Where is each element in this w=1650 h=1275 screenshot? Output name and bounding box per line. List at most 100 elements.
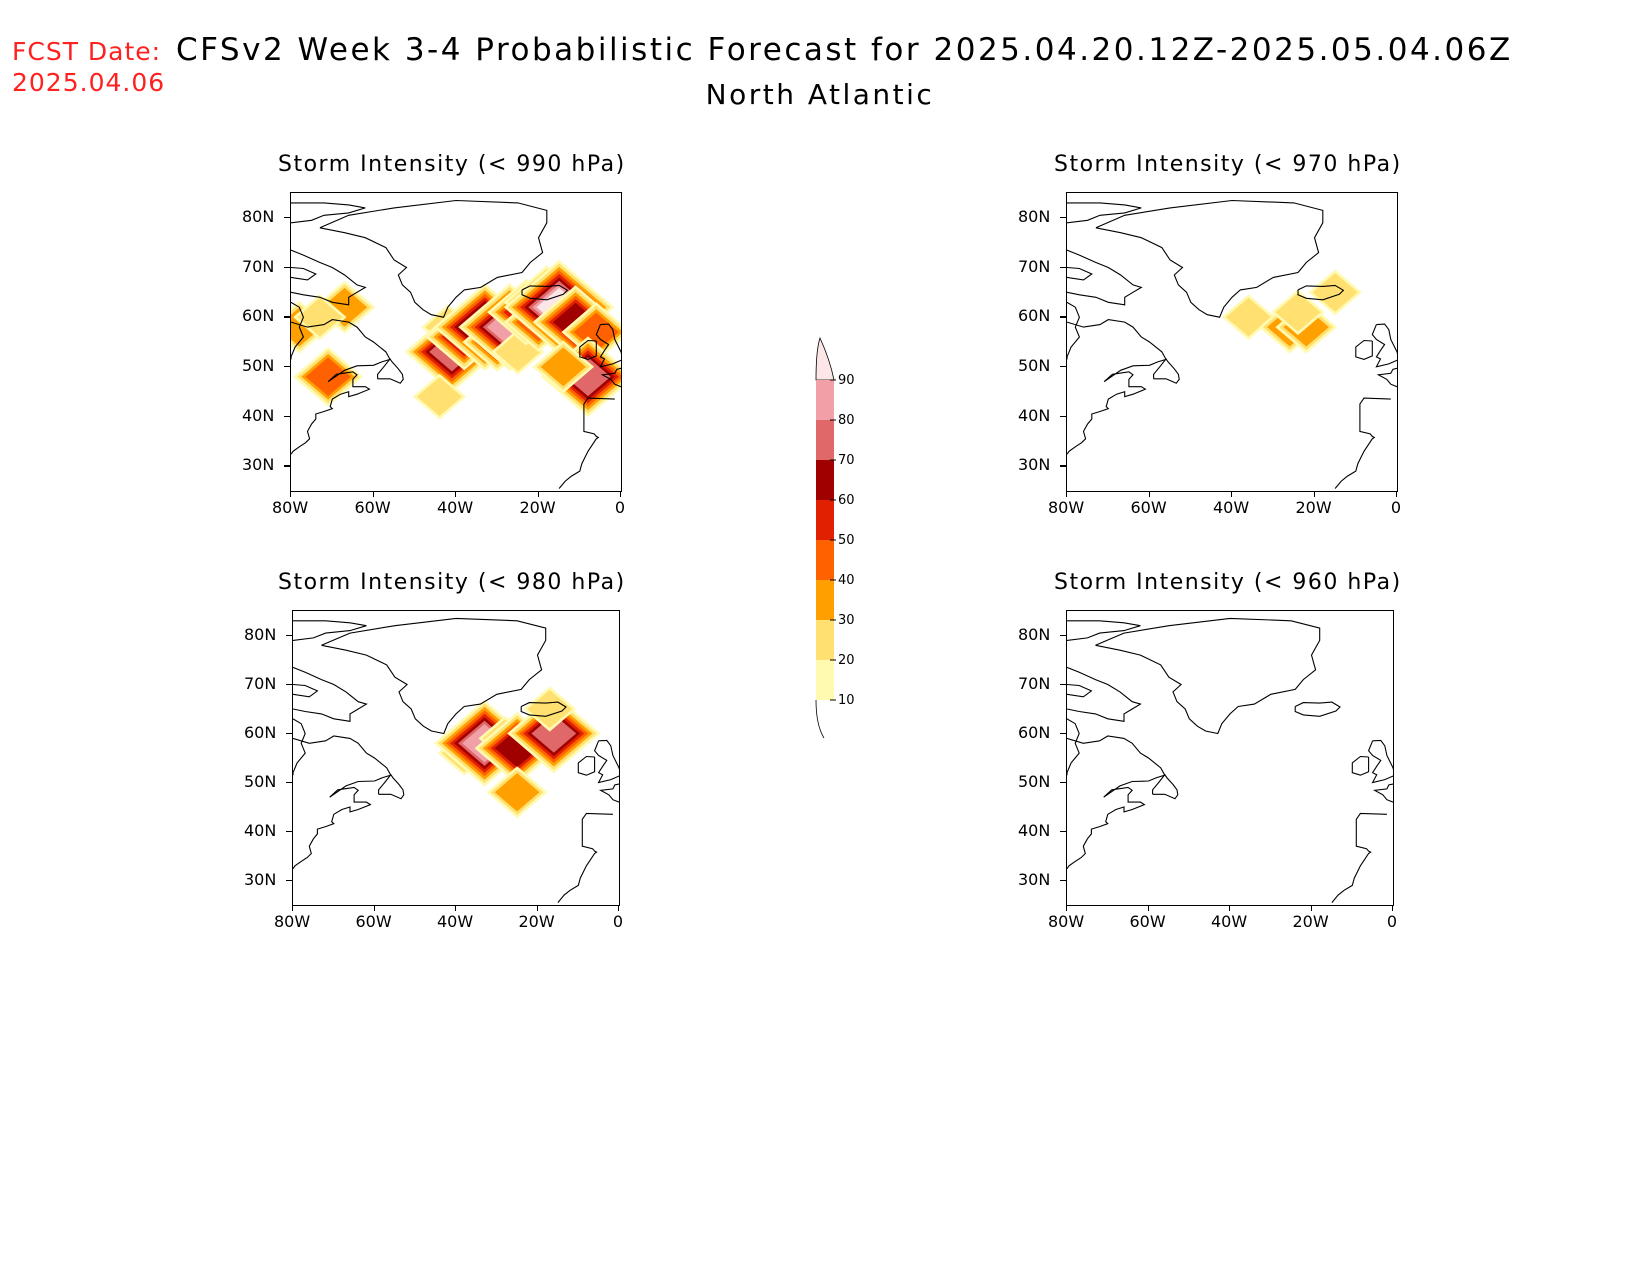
lon-label-p960-2: 40W <box>1211 912 1248 931</box>
lon-tick-p970-1 <box>1148 491 1150 497</box>
colorbar: 90 80 70 60 50 40 30 20 10 <box>800 330 880 750</box>
lat-tick-p970-0 <box>1060 216 1066 219</box>
coastline-newfoundland <box>378 773 405 800</box>
coastline-baffin <box>291 249 367 306</box>
lat-tick-p990-1 <box>284 266 290 268</box>
colorbar-swatch-8 <box>816 660 834 700</box>
fcst-date-label: FCST Date: <box>12 37 162 66</box>
lat-label-p980-1: 70N <box>244 673 277 693</box>
lat-tick-p990-2 <box>284 316 290 318</box>
coastline-britain <box>595 323 621 368</box>
coastline-n_america <box>291 301 305 360</box>
colorbar-graphic: 90 80 70 60 50 40 30 20 10 <box>815 336 855 739</box>
panel-title-p990: Storm Intensity (< 990 hPa) <box>278 152 626 177</box>
page-title: CFSv2 Week 3-4 Probabilistic Forecast fo… <box>176 32 1513 68</box>
lat-label-p980-4: 40N <box>244 820 277 840</box>
colorbar-swatch-2 <box>816 420 834 460</box>
coastline-iceland <box>1297 284 1345 301</box>
lat-label-p990-0: 80N <box>242 206 275 226</box>
map-canvas-p960 <box>1067 617 1393 903</box>
lon-label-p980-0: 80W <box>274 912 311 931</box>
map-panel-p980 <box>292 610 620 906</box>
colorbar-label-70: 70 <box>838 453 855 468</box>
lat-label-p960-3: 50N <box>1018 771 1051 791</box>
panel-title-p960: Storm Intensity (< 960 hPa) <box>1054 570 1402 595</box>
lat-label-p990-2: 60N <box>242 306 275 326</box>
lon-label-p980-4: 0 <box>612 912 624 931</box>
coastline-iceland <box>1294 701 1341 717</box>
lat-tick-p980-5 <box>286 879 292 881</box>
panel-title-p980: Storm Intensity (< 980 hPa) <box>278 570 626 595</box>
lat-tick-p970-3 <box>1060 365 1066 368</box>
lat-tick-p970-1 <box>1060 266 1066 268</box>
lat-tick-p990-4 <box>284 415 290 417</box>
prob-cell-p980-5-70 <box>531 714 577 753</box>
coastline-europe <box>557 812 613 903</box>
colorbar-swatch-6 <box>816 580 834 620</box>
lon-tick-p990-1 <box>372 491 374 497</box>
lon-label-p970-0: 80W <box>1048 498 1085 517</box>
panel-title-p970: Storm Intensity (< 970 hPa) <box>1054 152 1402 177</box>
coastline-france <box>1376 367 1397 388</box>
coastline-greenland <box>321 617 547 735</box>
coastline-greenland <box>319 199 548 318</box>
coastline-iceland <box>520 701 567 717</box>
coastline-ellesmere <box>293 620 367 641</box>
lon-label-p970-3: 20W <box>1295 498 1332 517</box>
coastline-baffin <box>293 666 368 722</box>
coastline-ireland <box>1355 339 1373 360</box>
coastline-labrador <box>1067 319 1167 455</box>
lon-tick-p960-4 <box>1392 905 1394 911</box>
prob-cell-p990-16-40 <box>573 312 619 352</box>
lon-tick-p970-3 <box>1313 491 1315 497</box>
colorbar-swatch-3 <box>816 460 834 500</box>
lon-tick-p980-4 <box>618 905 620 911</box>
lon-label-p960-4: 0 <box>1386 912 1398 931</box>
lat-label-p980-2: 60N <box>244 722 277 742</box>
coastline-n_america <box>1067 301 1081 360</box>
lon-tick-p960-3 <box>1310 905 1312 911</box>
coastline-britain <box>1367 739 1393 784</box>
lon-label-p990-1: 60W <box>354 498 391 517</box>
lon-tick-p990-3 <box>537 491 539 497</box>
lon-tick-p960-2 <box>1229 905 1231 911</box>
coastline-ireland <box>579 339 597 360</box>
lat-label-p970-1: 70N <box>1018 256 1051 276</box>
coastline-southampton <box>291 266 317 281</box>
lat-label-p990-3: 50N <box>242 355 275 375</box>
lat-tick-p960-1 <box>1060 683 1066 685</box>
lon-tick-p990-0 <box>290 491 292 497</box>
colorbar-swatch-5 <box>816 540 834 580</box>
lat-label-p970-5: 30N <box>1018 455 1051 475</box>
lon-label-p970-1: 60W <box>1130 498 1167 517</box>
coastline-iceland <box>521 284 569 301</box>
colorbar-label-50: 50 <box>838 533 855 548</box>
lat-tick-p970-4 <box>1060 415 1066 417</box>
lon-tick-p990-2 <box>455 491 457 497</box>
lat-label-p980-3: 50N <box>244 771 277 791</box>
coastline-labrador <box>1067 735 1166 870</box>
lat-tick-p980-1 <box>286 683 292 685</box>
colorbar-label-30: 30 <box>838 613 855 628</box>
coastline-newfoundland <box>1153 357 1180 384</box>
lon-label-p980-1: 60W <box>355 912 392 931</box>
lat-label-p980-0: 80N <box>244 624 277 644</box>
lat-tick-p960-0 <box>1060 634 1066 636</box>
lat-label-p960-1: 70N <box>1018 673 1051 693</box>
lat-tick-p960-5 <box>1060 879 1066 881</box>
coastline-baffin <box>1067 666 1142 722</box>
coastline-newfoundland <box>1152 773 1179 800</box>
lat-label-p970-3: 50N <box>1018 355 1051 375</box>
lat-label-p970-4: 40N <box>1018 405 1051 425</box>
lat-tick-p960-3 <box>1060 781 1066 783</box>
lat-tick-p980-3 <box>286 781 292 783</box>
colorbar-label-40: 40 <box>838 573 855 588</box>
lon-label-p970-2: 40W <box>1213 498 1250 517</box>
lon-tick-p990-4 <box>620 491 622 497</box>
page-subtitle: North Atlantic <box>705 78 935 111</box>
lon-label-p970-4: 0 <box>1390 498 1402 517</box>
coastline-greenland <box>1095 617 1321 735</box>
coastline-britain <box>1371 323 1397 368</box>
coastline-france <box>598 783 619 803</box>
lon-label-p990-2: 40W <box>437 498 474 517</box>
